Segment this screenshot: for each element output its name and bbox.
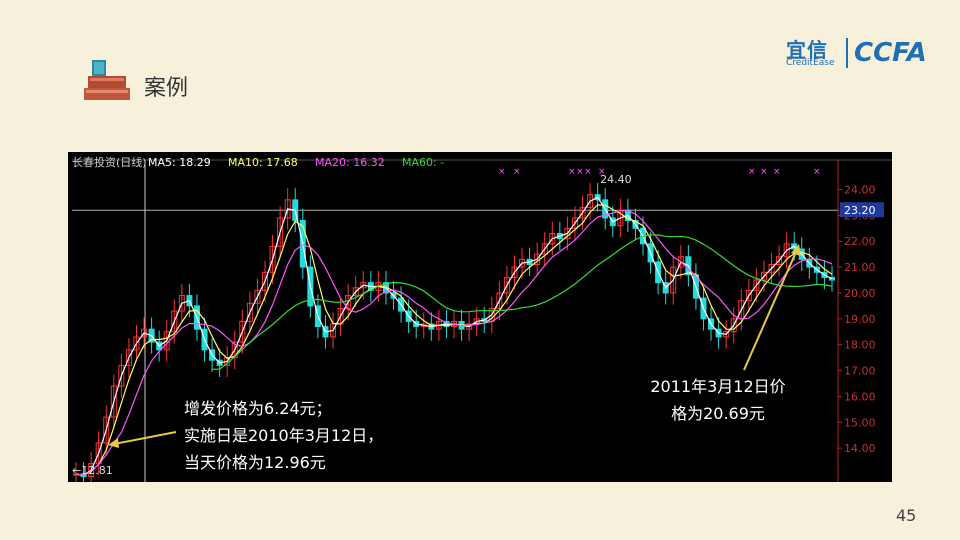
y-axis: 24.0023.0022.0021.0020.0019.0018.0017.00… <box>838 184 884 455</box>
signal-marker: × <box>773 167 781 177</box>
indicator-label: MA60: - <box>402 156 444 169</box>
candle-body <box>171 310 178 333</box>
candle-body <box>670 266 677 294</box>
candle-body <box>677 256 684 268</box>
chart-annotations: 24.40 ←12.81 增发价格为6.24元； 实施日是2010年3月12日， 当天价… <box>72 167 821 477</box>
candle-body <box>239 320 246 343</box>
current-price-badge <box>840 202 884 218</box>
candle-body <box>503 276 510 294</box>
y-tick-label: 19.00 <box>844 313 876 326</box>
annotation-2-line: 格为20.69元 <box>671 404 765 423</box>
annotation-1-line: 当天价格为12.96元 <box>184 453 326 472</box>
candle-body <box>277 217 284 247</box>
signal-marker: × <box>598 167 606 177</box>
chart-grid <box>72 159 892 482</box>
candle-body <box>776 256 783 266</box>
signal-marker: × <box>748 167 756 177</box>
candle-body <box>88 463 95 478</box>
y-tick-label: 22.00 <box>844 235 876 248</box>
stacked-books-icon <box>84 60 130 100</box>
chart-legend-title: 长春投资(日线) <box>72 155 147 169</box>
logo-divider <box>846 38 848 68</box>
low-price-label: ←12.81 <box>72 464 113 477</box>
signal-marker: × <box>568 167 576 177</box>
candle-body <box>753 279 760 291</box>
y-tick-label: 15.00 <box>844 416 876 429</box>
candle-body <box>496 292 503 309</box>
candle-body <box>541 243 548 255</box>
candle-body <box>110 385 117 418</box>
page-title: 案例 <box>144 76 189 101</box>
annotation-2-arrowhead <box>791 244 801 256</box>
candle-body <box>352 287 359 297</box>
candle-body <box>125 349 132 366</box>
signal-marker: × <box>584 167 592 177</box>
candle-body <box>231 341 238 359</box>
indicator-label: MA5: 18.29 <box>148 156 211 169</box>
y-tick-label: 17.00 <box>844 365 876 378</box>
signal-marker: × <box>813 167 821 177</box>
candle-body <box>571 217 578 229</box>
page-number: 45 <box>896 506 917 525</box>
candle-body <box>246 302 253 322</box>
annotation-2-arrow <box>743 251 797 371</box>
y-tick-label: 14.00 <box>844 442 876 455</box>
candle-body <box>829 276 835 281</box>
candle-body <box>730 318 737 333</box>
candle-body <box>262 271 268 291</box>
y-tick-label: 20.00 <box>844 287 876 300</box>
logo-sub-text: CreditEase <box>786 58 835 68</box>
candle-body <box>760 271 767 281</box>
candle-body <box>178 295 185 312</box>
candle-body <box>141 328 148 338</box>
y-tick-label: 24.00 <box>844 184 876 197</box>
indicator-legend: MA5: 18.29 MA10: 17.68 MA20: 16.32 MA60: - <box>148 156 444 169</box>
annotation-1-arrow <box>113 431 177 445</box>
y-tick-label: 21.00 <box>844 261 876 274</box>
signal-marker: × <box>513 167 521 177</box>
y-tick-label: 18.00 <box>844 339 876 352</box>
indicator-label: MA20: 16.32 <box>315 156 385 169</box>
annotation-1-line: 增发价格为6.24元； <box>184 399 332 418</box>
signal-marker: × <box>576 167 584 177</box>
annotation-2-line: 2011年3月12日价 <box>650 377 785 396</box>
chart-series <box>73 183 835 482</box>
candle-body <box>269 245 276 273</box>
logo-ccfa-text: CCFA <box>854 38 927 68</box>
annotation-1-line: 实施日是2010年3月12日， <box>184 426 383 445</box>
candle-body <box>579 207 586 219</box>
candle-body <box>549 232 556 245</box>
candle-body <box>118 364 125 387</box>
slide-title: 案例 <box>82 58 222 108</box>
ma-line-3 <box>75 209 833 476</box>
chart-background <box>68 152 892 482</box>
stock-chart: 24.0023.0022.0021.0020.0019.0018.0017.00… <box>68 152 892 482</box>
candle-body <box>783 243 790 258</box>
candle-body <box>745 289 752 302</box>
candle-body <box>587 194 594 209</box>
candle-body <box>511 266 518 278</box>
current-price-label: 23.20 <box>844 204 876 217</box>
candle-body <box>103 416 110 444</box>
y-tick-label: 16.00 <box>844 390 876 403</box>
annotation-1-arrowhead <box>108 438 119 448</box>
candle-body <box>133 336 140 351</box>
indicator-label: MA10: 17.68 <box>228 156 298 169</box>
candle-body <box>254 289 261 304</box>
candle-body <box>768 264 775 273</box>
logo-main-text: 宜信 <box>786 38 828 62</box>
ma-line-4 <box>212 234 833 370</box>
signal-marker: × <box>760 167 768 177</box>
signal-marker: × <box>498 167 506 177</box>
high-price-label: 24.40 <box>600 173 632 186</box>
company-logo: 宜信 CreditEase CCFA <box>786 36 936 72</box>
